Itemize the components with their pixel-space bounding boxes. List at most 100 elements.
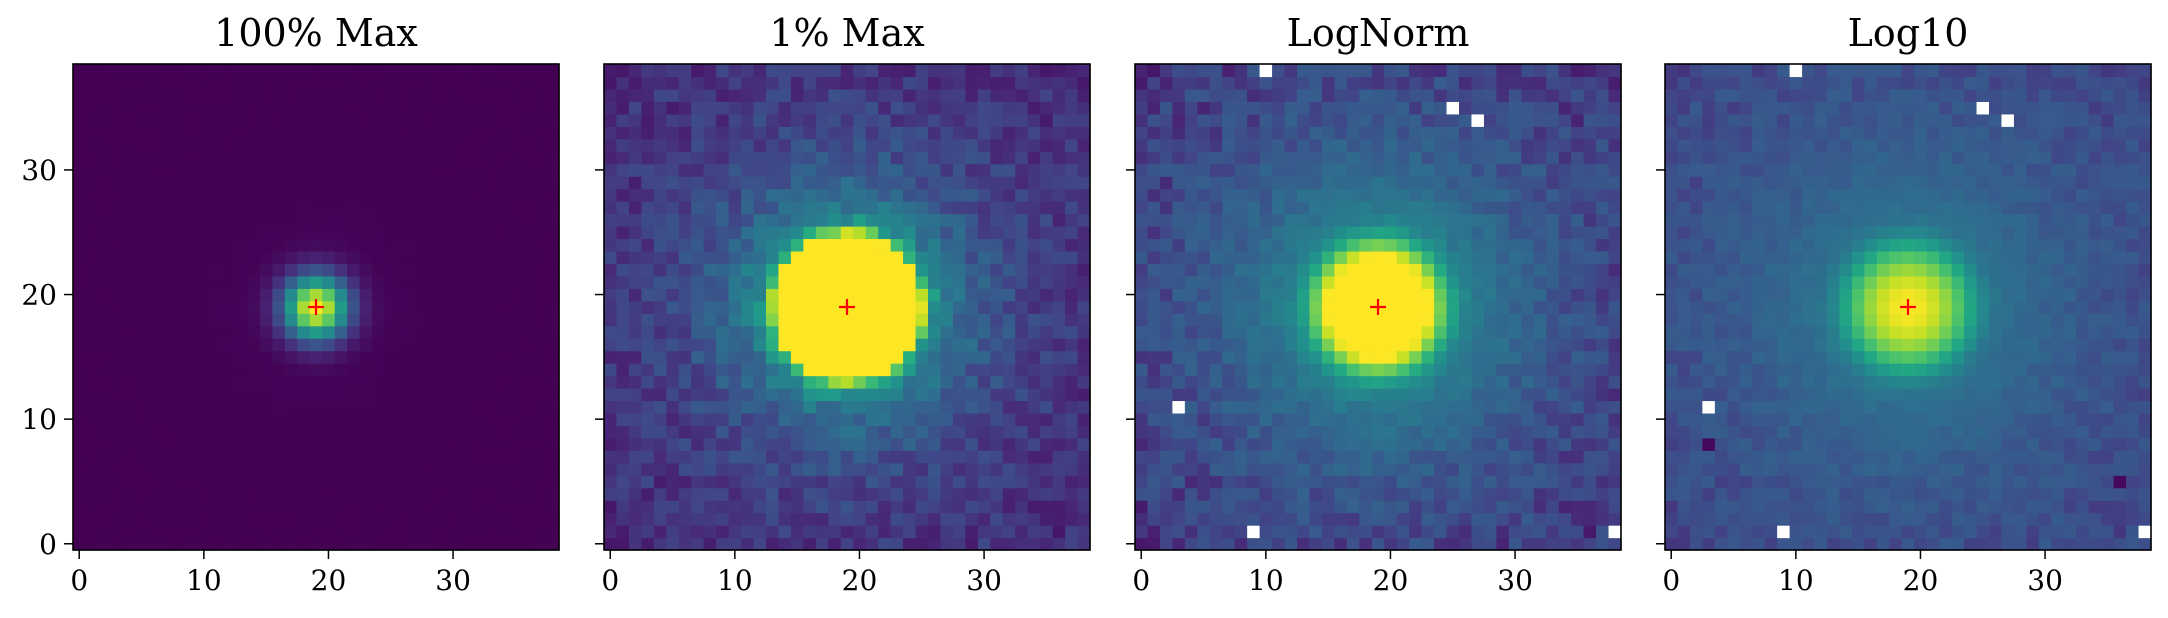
heatmap-cell (73, 288, 87, 302)
heatmap-cell (616, 88, 630, 102)
heatmap-image (1665, 64, 2152, 551)
heatmap-cell (728, 425, 742, 439)
heatmap-cell (1421, 500, 1435, 514)
heatmap-cell (409, 375, 423, 389)
heatmap-cell (753, 388, 767, 402)
heatmap-cell (1558, 363, 1572, 377)
heatmap-cell (965, 101, 979, 115)
heatmap-cell (790, 151, 804, 165)
heatmap-cell (716, 226, 730, 240)
heatmap-cell (628, 338, 642, 352)
heatmap-cell (546, 500, 560, 514)
heatmap-cell (1147, 300, 1161, 314)
heatmap-cell (1371, 151, 1385, 165)
heatmap-cell (1533, 500, 1547, 514)
heatmap-cell (1147, 388, 1161, 402)
heatmap-cell (222, 126, 236, 140)
heatmap-cell (421, 213, 435, 227)
heatmap-cell (865, 76, 879, 90)
heatmap-cell (1533, 288, 1547, 302)
heatmap-cell (1608, 126, 1622, 140)
heatmap-cell (1040, 163, 1054, 177)
heatmap-cell (1409, 263, 1423, 277)
heatmap-cell (122, 238, 136, 252)
heatmap-cell (1197, 201, 1211, 215)
heatmap-cell (1297, 176, 1311, 190)
heatmap-cell (990, 275, 1004, 289)
heatmap-cell (372, 201, 386, 215)
heatmap-cell (1209, 101, 1223, 115)
heatmap-cell (977, 475, 991, 489)
heatmap-cell (790, 226, 804, 240)
heatmap-cell (840, 163, 854, 177)
heatmap-cell (840, 462, 854, 476)
heatmap-cell (484, 138, 498, 152)
heatmap-cell (678, 64, 692, 78)
heatmap-cell (890, 151, 904, 165)
heatmap-cell (703, 113, 717, 127)
heatmap-cell (272, 151, 286, 165)
heatmap-cell (122, 375, 136, 389)
heatmap-cell (471, 537, 485, 551)
heatmap-cell (1184, 275, 1198, 289)
heatmap-cell (1159, 300, 1173, 314)
heatmap-cell (97, 512, 111, 526)
heatmap-cell (915, 525, 929, 539)
heatmap-cell (1446, 462, 1460, 476)
heatmap-cell (1459, 176, 1473, 190)
heatmap-cell (1272, 412, 1286, 426)
heatmap-cell (2051, 500, 2065, 514)
heatmap-cell (2013, 437, 2027, 451)
heatmap-cell (259, 475, 273, 489)
heatmap-cell (1077, 500, 1091, 514)
heatmap-cell (952, 412, 966, 426)
heatmap-cell (122, 113, 136, 127)
heatmap-cell (1297, 138, 1311, 152)
heatmap-cell (678, 88, 692, 102)
heatmap-cell (1184, 313, 1198, 327)
heatmap-cell (284, 176, 298, 190)
heatmap-cell (222, 163, 236, 177)
heatmap-cell (1571, 126, 1585, 140)
heatmap-cell (1789, 500, 1803, 514)
heatmap-cell (865, 151, 879, 165)
heatmap-cell (828, 76, 842, 90)
heatmap-cell (73, 462, 87, 476)
heatmap-cell (977, 201, 991, 215)
heatmap-cell (496, 163, 510, 177)
heatmap-cell (534, 263, 548, 277)
heatmap-cell (347, 226, 361, 240)
heatmap-cell (309, 450, 323, 464)
heatmap-cell (546, 138, 560, 152)
heatmap-cell (728, 288, 742, 302)
heatmap-cell (496, 537, 510, 551)
heatmap-cell (1234, 325, 1248, 339)
heatmap-cell (1508, 300, 1522, 314)
heatmap-cell (1346, 188, 1360, 202)
heatmap-cell (1222, 388, 1236, 402)
heatmap-cell (1583, 313, 1597, 327)
heatmap-cell (1135, 138, 1149, 152)
heatmap-cell (1508, 238, 1522, 252)
heatmap-cell (496, 350, 510, 364)
heatmap-cell (471, 350, 485, 364)
heatmap-cell (1346, 375, 1360, 389)
heatmap-cell (1259, 288, 1273, 302)
heatmap-cell (1147, 101, 1161, 115)
heatmap-cell (446, 113, 460, 127)
heatmap-cell (1521, 375, 1535, 389)
heatmap-cell (334, 263, 348, 277)
heatmap-cell (1409, 101, 1423, 115)
heatmap-cell (122, 76, 136, 90)
heatmap-cell (1483, 64, 1497, 78)
heatmap-cell (73, 487, 87, 501)
heatmap-cell (110, 338, 124, 352)
heatmap-cell (1272, 375, 1286, 389)
heatmap-cell (616, 500, 630, 514)
heatmap-cell (1446, 101, 1460, 115)
heatmap-cell (628, 450, 642, 464)
heatmap-cell (753, 64, 767, 78)
heatmap-cell (1434, 151, 1448, 165)
heatmap-cell (1727, 462, 1741, 476)
heatmap-cell (160, 76, 174, 90)
